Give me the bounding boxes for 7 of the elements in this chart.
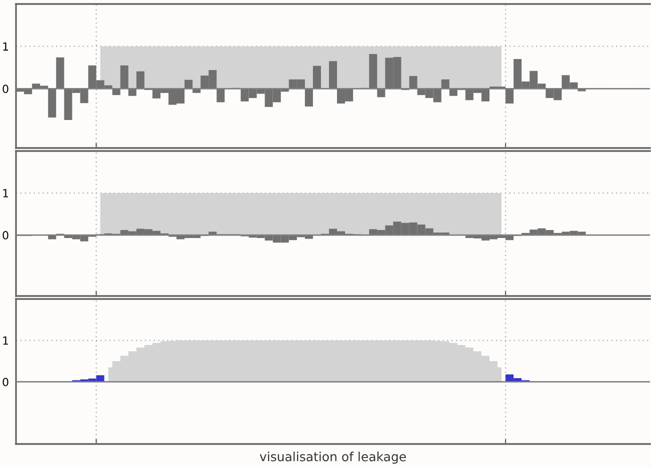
y-tick-label: 1 (3, 42, 8, 51)
y-tick-label: 1 (3, 189, 8, 198)
y-tick-label: 0 (2, 378, 8, 386)
x-axis-title: visualisation of leakage (260, 452, 406, 464)
y-tick-label: 0 (2, 231, 8, 240)
y-tick-label: 1 (3, 336, 8, 345)
y-tick-label: 0 (2, 84, 8, 94)
